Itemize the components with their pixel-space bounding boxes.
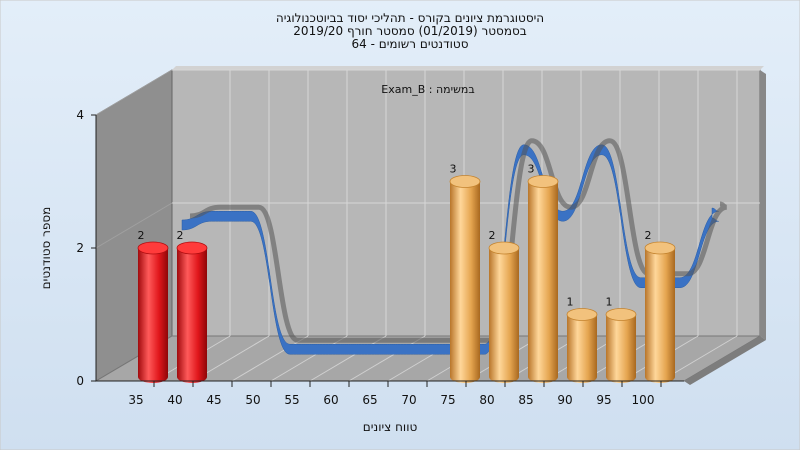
y-tick-label: 4 bbox=[76, 108, 84, 122]
title-line-1: היסטוגרמת ציונים בקורס - תהליכי יסוד בבי… bbox=[276, 11, 544, 25]
bar-value-label: 3 bbox=[450, 163, 457, 176]
x-tick-label: 85 bbox=[518, 393, 533, 407]
bar-body bbox=[606, 314, 636, 383]
bar-body bbox=[489, 248, 519, 383]
chart-title: היסטוגרמת ציונים בקורס - תהליכי יסוד בבי… bbox=[276, 11, 544, 51]
bar-top bbox=[449, 175, 481, 188]
grid-line-wall bbox=[95, 69, 173, 116]
y-tick-label: 0 bbox=[76, 374, 84, 388]
axes bbox=[91, 114, 684, 387]
bar-value-label: 3 bbox=[528, 163, 535, 176]
bar-value-label: 1 bbox=[606, 296, 613, 309]
x-tick-label: 65 bbox=[362, 393, 377, 407]
x-tick-label: 90 bbox=[557, 393, 572, 407]
task-annotation: Exam_B : במשימה bbox=[381, 83, 474, 96]
y-axis-title: מספר סטודנטים bbox=[39, 207, 53, 290]
grid-line-floor bbox=[348, 335, 426, 382]
bar-top bbox=[176, 241, 208, 255]
bar bbox=[527, 175, 559, 383]
x-tick-label: 40 bbox=[167, 393, 182, 407]
bar bbox=[137, 241, 169, 383]
trend-ribbon-front bbox=[181, 144, 719, 355]
grid-line-floor bbox=[231, 335, 309, 382]
x-tick-label: 35 bbox=[128, 393, 143, 407]
bar bbox=[449, 175, 481, 383]
back-wall-top-edge bbox=[172, 66, 764, 70]
bar-top bbox=[605, 308, 637, 321]
bar-body bbox=[138, 248, 168, 383]
y-tick-label: 2 bbox=[76, 241, 84, 255]
bar-top bbox=[488, 241, 520, 255]
bar-top bbox=[566, 308, 598, 321]
x-tick-label: 60 bbox=[323, 393, 338, 407]
x-tick-label: 80 bbox=[479, 393, 494, 407]
title-line-2: בסמסטר (01/2019) סמסטר חורף 2019/20 bbox=[293, 24, 526, 38]
x-tick-label: 70 bbox=[401, 393, 416, 407]
x-tick-label: 55 bbox=[284, 393, 299, 407]
floor-right-edge bbox=[684, 336, 766, 385]
bar bbox=[176, 241, 208, 383]
bars bbox=[137, 175, 676, 383]
labels: 2 2 3 2 3 1 1 2 0 2 4 35 40 45 50 55 60 65 70 75 80 85 90 95 100 bbox=[76, 108, 654, 407]
bar-value-label: 2 bbox=[645, 229, 652, 242]
x-tick-label: 45 bbox=[206, 393, 221, 407]
bar bbox=[644, 241, 676, 383]
bar bbox=[566, 308, 598, 383]
bar-body bbox=[528, 181, 558, 383]
bar bbox=[488, 241, 520, 383]
grid-line-wall bbox=[95, 202, 173, 249]
x-tick-label: 100 bbox=[632, 393, 655, 407]
x-tick-label: 95 bbox=[596, 393, 611, 407]
x-tick-label: 50 bbox=[245, 393, 260, 407]
bar bbox=[605, 308, 637, 383]
bar-top bbox=[527, 175, 559, 188]
back-wall-right-edge bbox=[760, 70, 766, 340]
bar-value-label: 2 bbox=[138, 229, 145, 242]
bar-top bbox=[137, 241, 169, 255]
bar-body bbox=[177, 248, 207, 383]
bar-value-label: 2 bbox=[177, 229, 184, 242]
grid-line-floor bbox=[309, 335, 387, 382]
bar-body bbox=[567, 314, 597, 383]
bar-value-label: 1 bbox=[567, 296, 574, 309]
bar-value-label: 2 bbox=[489, 229, 496, 242]
x-axis-title: טווח ציונים bbox=[363, 420, 418, 434]
title-line-3: סטודנטים רשומים - 64 bbox=[351, 37, 468, 51]
bar-body bbox=[645, 248, 675, 383]
grid-line-floor bbox=[270, 335, 348, 382]
x-tick-label: 75 bbox=[440, 393, 455, 407]
bar-body bbox=[450, 181, 480, 383]
bar-top bbox=[644, 241, 676, 255]
